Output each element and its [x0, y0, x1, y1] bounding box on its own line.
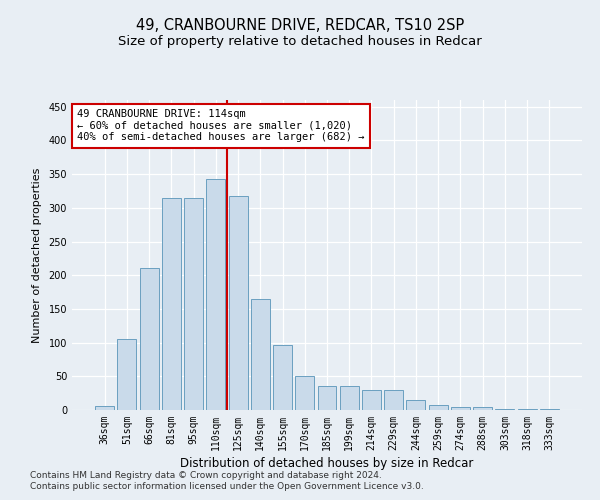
Bar	[451, 406, 470, 410]
Bar	[184, 198, 203, 410]
Bar	[273, 344, 292, 410]
Bar	[229, 196, 248, 410]
Bar	[473, 406, 492, 410]
Bar	[406, 400, 425, 410]
Bar	[162, 198, 181, 410]
Text: Size of property relative to detached houses in Redcar: Size of property relative to detached ho…	[118, 35, 482, 48]
Text: Contains HM Land Registry data © Crown copyright and database right 2024.: Contains HM Land Registry data © Crown c…	[30, 471, 382, 480]
Bar	[95, 406, 114, 410]
Bar	[251, 299, 270, 410]
Bar	[384, 390, 403, 410]
Bar	[295, 376, 314, 410]
X-axis label: Distribution of detached houses by size in Redcar: Distribution of detached houses by size …	[181, 457, 473, 470]
Text: 49 CRANBOURNE DRIVE: 114sqm
← 60% of detached houses are smaller (1,020)
40% of : 49 CRANBOURNE DRIVE: 114sqm ← 60% of det…	[77, 110, 365, 142]
Bar	[340, 386, 359, 410]
Text: Contains public sector information licensed under the Open Government Licence v3: Contains public sector information licen…	[30, 482, 424, 491]
Bar	[206, 179, 225, 410]
Bar	[362, 390, 381, 410]
Text: 49, CRANBOURNE DRIVE, REDCAR, TS10 2SP: 49, CRANBOURNE DRIVE, REDCAR, TS10 2SP	[136, 18, 464, 32]
Bar	[317, 386, 337, 410]
Bar	[140, 268, 158, 410]
Y-axis label: Number of detached properties: Number of detached properties	[32, 168, 41, 342]
Bar	[118, 339, 136, 410]
Bar	[429, 406, 448, 410]
